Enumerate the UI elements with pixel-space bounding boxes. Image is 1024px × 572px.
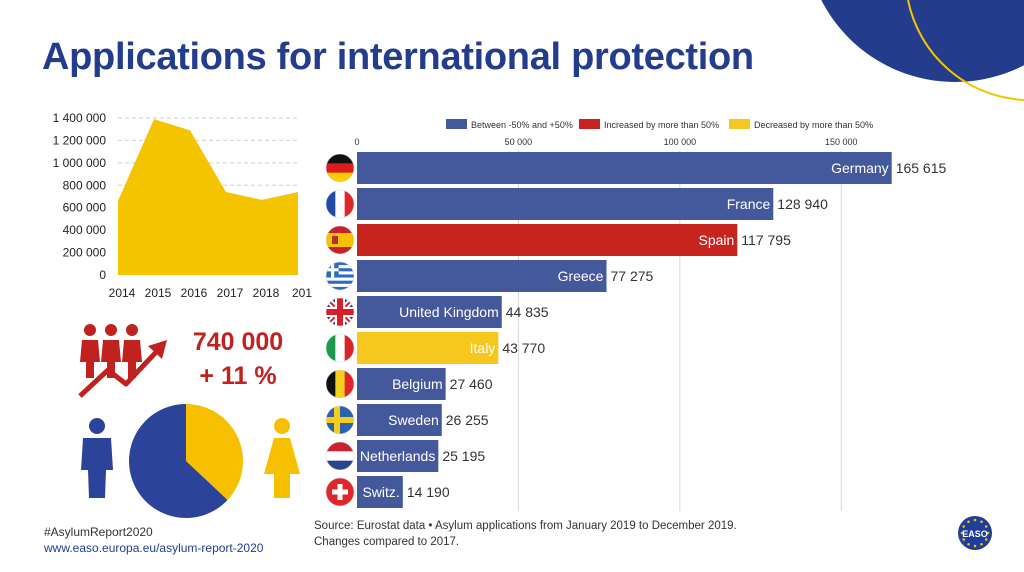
legend-swatch [446, 119, 467, 129]
area-series [118, 119, 298, 275]
easo-logo-icon: EASO [958, 516, 992, 550]
germany-flag-icon [325, 153, 355, 183]
bar-germany [357, 152, 892, 184]
total-applications: 740 000 [192, 328, 284, 356]
bar-value-label: 14 190 [407, 484, 450, 500]
male-person-icon [81, 418, 113, 498]
bar-x-tick-label: 50 000 [505, 137, 533, 147]
page-title: Applications for international protectio… [42, 36, 754, 78]
pie-slice-women [186, 404, 243, 501]
source-line-2: Changes compared to 2017. [314, 536, 460, 548]
belgium-flag-icon [325, 369, 355, 399]
greece-flag-icon [325, 261, 355, 291]
source-note: Source: Eurostat data • Asylum applicati… [314, 518, 834, 550]
sweden-flag-icon [325, 405, 355, 435]
people-growth-icon [78, 324, 167, 398]
legend-label: Between -50% and +50% [471, 120, 573, 130]
legend-swatch [729, 119, 750, 129]
bar-category-label: Netherlands [360, 448, 436, 464]
bar-value-label: 117 795 [741, 232, 791, 248]
source-line-1: Source: Eurostat data • Asylum applicati… [314, 520, 737, 532]
bar-category-label: Greece [558, 268, 604, 284]
area-y-tick-label: 1 400 000 [53, 111, 107, 125]
area-y-tick-label: 800 000 [63, 178, 107, 192]
bar-category-label: Italy [470, 340, 496, 356]
area-y-tick-label: 400 000 [63, 223, 107, 237]
switzerland-flag-icon [325, 477, 355, 507]
pie-chart [128, 403, 243, 518]
female-person-icon [264, 418, 300, 498]
area-y-tick-label: 1 000 000 [53, 156, 107, 170]
spain-flag-icon [325, 225, 355, 255]
netherlands-flag-icon [325, 441, 355, 471]
area-x-tick-label: 2016 [181, 286, 208, 300]
bar-spain [357, 224, 738, 256]
bar-united-kingdom [357, 296, 502, 328]
italy-flag-icon [325, 333, 355, 363]
bar-category-label: Sweden [388, 412, 439, 428]
decorative-yellow-arc [907, 0, 1024, 101]
area-x-tick-label: 2014 [109, 286, 136, 300]
bar-category-label: Switz. [362, 484, 399, 500]
area-chart: 0 200 000 400 000 600 000 800 000 1 000 000 1 … [53, 111, 313, 300]
bar-netherlands [357, 440, 439, 472]
area-y-tick-label: 1 200 000 [53, 133, 107, 147]
bar-x-tick-label: 100 000 [664, 137, 697, 147]
area-x-tick-label: 201 [292, 286, 312, 300]
easo-logo-text: EASO [962, 529, 988, 539]
bar-x-tick-label: 0 [354, 137, 359, 147]
bar-value-label: 25 195 [442, 448, 485, 464]
area-x-tick-label: 2018 [253, 286, 280, 300]
legend-label: Increased by more than 50% [604, 120, 719, 130]
bar-x-tick-label: 150 000 [825, 137, 858, 147]
area-x-tick-label: 2017 [217, 286, 244, 300]
footer-links: #AsylumReport2020 www.easo.europa.eu/asy… [44, 524, 263, 556]
bar-value-label: 77 275 [610, 268, 653, 284]
bar-value-label: 43 770 [502, 340, 545, 356]
decorative-navy-circle [821, 0, 1024, 82]
bar-value-label: 26 255 [446, 412, 489, 428]
bar-category-label: Germany [831, 160, 889, 176]
bar-category-label: Belgium [392, 376, 443, 392]
pie-slice-men [128, 403, 228, 518]
bar-category-label: France [727, 196, 771, 212]
bar-italy [357, 332, 499, 364]
area-y-tick-label: 600 000 [63, 201, 107, 215]
bar-category-label: Spain [698, 232, 734, 248]
bar-value-label: 27 460 [450, 376, 493, 392]
france-flag-icon [325, 189, 355, 219]
area-y-tick-label: 0 [99, 268, 106, 282]
bar-sweden [357, 404, 442, 436]
united-kingdom-flag-icon [325, 297, 355, 327]
bar-value-label: 165 615 [896, 160, 947, 176]
bar-value-label: 128 940 [777, 196, 828, 212]
area-y-tick-label: 200 000 [63, 246, 107, 260]
change-percentage: + 11 % [199, 362, 277, 390]
report-url[interactable]: www.easo.europa.eu/asylum-report-2020 [44, 541, 264, 555]
bar-category-label: United Kingdom [399, 304, 499, 320]
bar-value-label: 44 835 [506, 304, 549, 320]
legend-swatch [579, 119, 600, 129]
area-x-tick-label: 2015 [145, 286, 172, 300]
bar-greece [357, 260, 607, 292]
legend-label: Decreased by more than 50% [754, 120, 873, 130]
bar-belgium [357, 368, 446, 400]
bar-chart: Between -50% and +50% Increased by more t… [325, 119, 947, 511]
bar-france [357, 188, 774, 220]
hashtag: #AsylumReport2020 [44, 525, 153, 539]
bar-switzerland [357, 476, 403, 508]
